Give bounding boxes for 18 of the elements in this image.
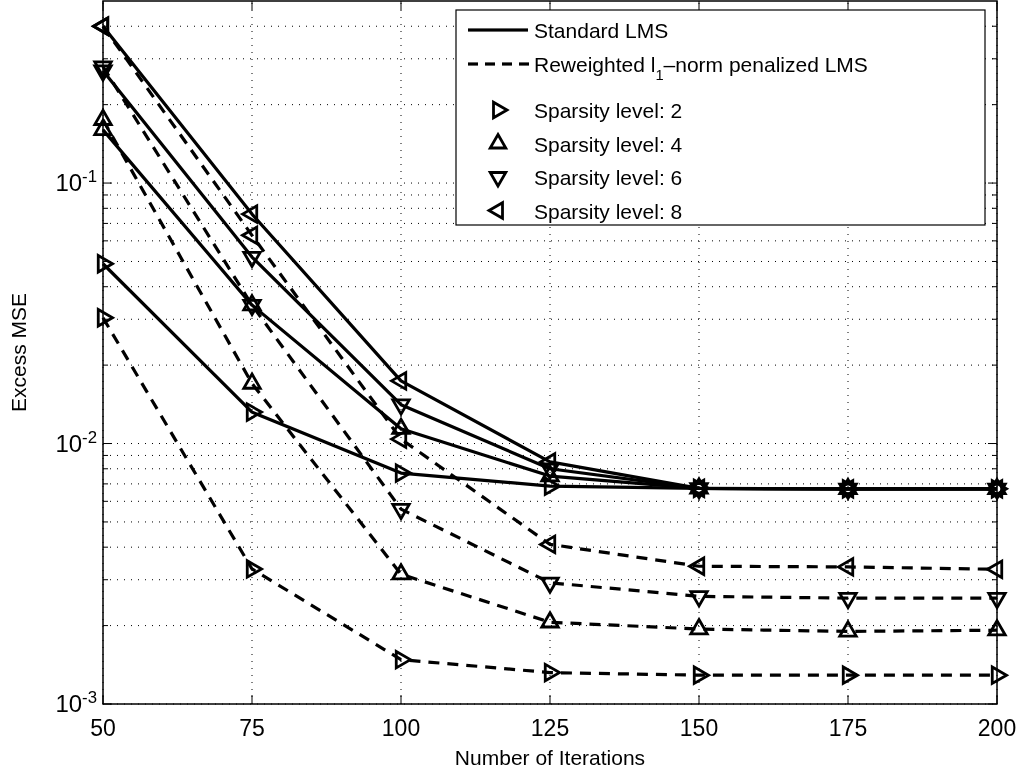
y-tick-label: 10$^{-2}$ [55,427,97,457]
annotation: Reweighted l$_{1}$–norm penalized LMS [534,53,868,83]
annotation: Standard LMS [534,19,669,42]
x-tick-label: 100 [381,715,421,741]
x-tick-label: 75 [239,715,265,741]
x-axis-title: Number of Iterations [454,746,646,769]
y-axis-title: Excess MSE [7,292,30,413]
x-tick-label: 125 [530,715,570,741]
legend-label: Sparsity level: 4 [534,132,683,156]
legend-label: Sparsity level: 8 [534,199,683,223]
x-tick-label: 50 [90,715,116,741]
x-tick-label: 150 [679,715,719,741]
x-tick-label: 200 [977,715,1017,741]
y-tick-label: 10$^{-1}$ [55,166,97,197]
y-tick-label: 10$^{-3}$ [55,687,97,717]
x-tick-label: 175 [828,715,868,741]
legend-label: Sparsity level: 2 [534,99,683,122]
legend-label: Sparsity level: 6 [534,166,683,189]
